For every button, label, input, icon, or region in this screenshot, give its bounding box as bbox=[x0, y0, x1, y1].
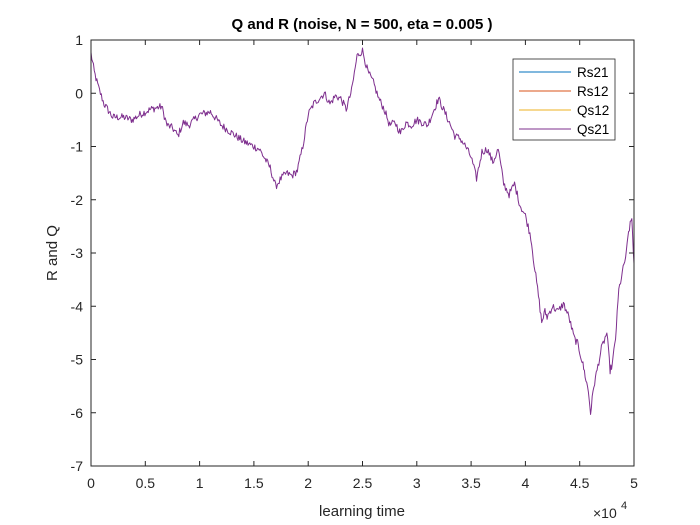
legend-label-rs12: Rs12 bbox=[577, 84, 609, 99]
x-exponent: ×10 4 bbox=[593, 500, 627, 521]
y-tick-label: -2 bbox=[71, 192, 84, 208]
legend: Rs21 Rs12 Qs12 Qs21 bbox=[512, 58, 616, 141]
x-tick-label: 3.5 bbox=[461, 475, 481, 491]
x-tick-label: 0 bbox=[87, 475, 95, 491]
y-tick-label: -6 bbox=[71, 405, 84, 421]
y-tick-label: -5 bbox=[71, 352, 84, 368]
y-tick-label: -1 bbox=[71, 139, 84, 155]
x-tick-label: 2 bbox=[304, 475, 312, 491]
x-tick-label: 3 bbox=[413, 475, 421, 491]
chart-title: Q and R (noise, N = 500, eta = 0.005 ) bbox=[232, 16, 493, 33]
y-tick-label: -7 bbox=[71, 458, 84, 474]
y-axis: 1 0 -1 -2 -3 -4 -5 -6 -7 bbox=[71, 32, 634, 474]
x-tick-label: 2.5 bbox=[353, 475, 373, 491]
x-tick-label: 4 bbox=[522, 475, 530, 491]
x-exponent-base: ×10 bbox=[593, 505, 617, 521]
x-tick-label: 1.5 bbox=[244, 475, 264, 491]
legend-label-rs21: Rs21 bbox=[577, 65, 609, 80]
y-axis-title: R and Q bbox=[44, 225, 61, 281]
x-axis: 0 0.5 1 1.5 2 2.5 3 3.5 4 4.5 5 bbox=[87, 40, 638, 491]
x-tick-label: 1 bbox=[196, 475, 204, 491]
legend-items: Rs21 Rs12 Qs12 Qs21 bbox=[519, 65, 609, 137]
x-axis-title: learning time bbox=[319, 503, 405, 520]
x-tick-label: 0.5 bbox=[136, 475, 156, 491]
legend-label-qs12: Qs12 bbox=[577, 103, 609, 118]
x-exponent-power: 4 bbox=[621, 500, 627, 512]
x-tick-label: 4.5 bbox=[570, 475, 590, 491]
y-tick-label: 0 bbox=[75, 85, 83, 101]
y-tick-label: -4 bbox=[71, 298, 84, 314]
legend-label-qs21: Qs21 bbox=[577, 122, 609, 137]
y-tick-label: -3 bbox=[71, 245, 84, 261]
x-tick-label: 5 bbox=[630, 475, 638, 491]
y-tick-label: 1 bbox=[75, 32, 83, 48]
series-layer bbox=[90, 47, 635, 415]
series-line-qs21 bbox=[90, 47, 635, 415]
